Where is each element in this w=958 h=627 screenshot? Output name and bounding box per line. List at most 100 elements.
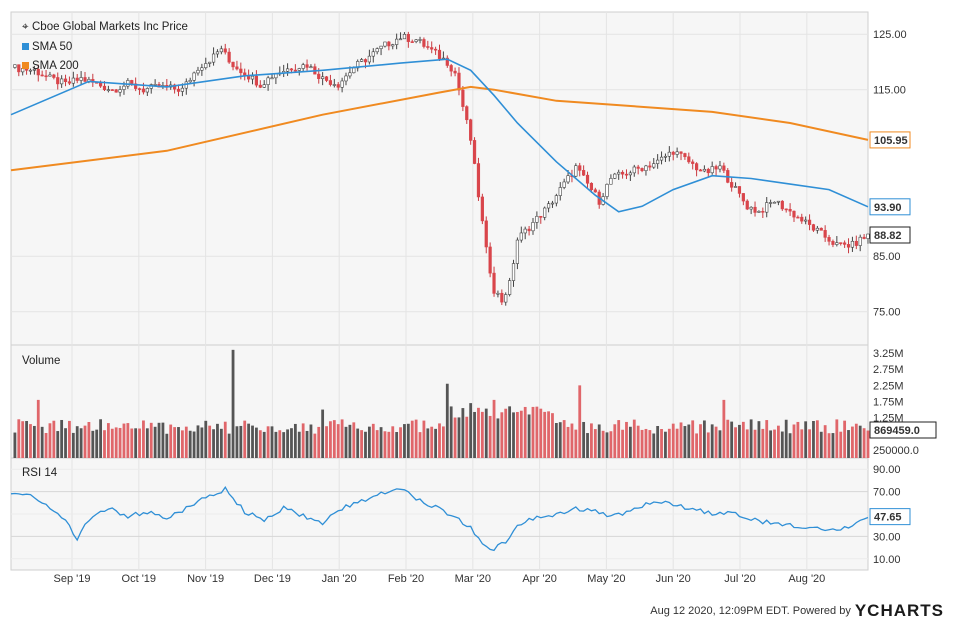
- volume-bar: [223, 421, 227, 458]
- volume-bar: [399, 427, 402, 458]
- volume-bar: [578, 385, 582, 458]
- x-tick-label: Nov '19: [187, 573, 224, 585]
- candle-body: [102, 85, 107, 91]
- candle-body: [371, 51, 375, 57]
- grid-lines: [11, 12, 868, 570]
- candle-body: [694, 163, 699, 171]
- volume-bar: [839, 431, 843, 458]
- sma50-value-box: 93.90: [869, 198, 911, 216]
- volume-bar: [492, 399, 496, 458]
- candle-body: [511, 263, 516, 281]
- candle-body: [153, 84, 157, 86]
- candle-body: [617, 171, 621, 175]
- volume-bar: [519, 410, 523, 458]
- candle-body: [130, 80, 134, 85]
- volume-bar: [79, 428, 83, 458]
- last-value-boxes: 105.95 93.90 88.82 869459.0 47.65: [869, 131, 937, 526]
- volume-bar: [251, 425, 254, 458]
- volume-bar: [765, 420, 769, 458]
- volume-bar: [103, 430, 106, 458]
- volume-bar: [625, 421, 628, 458]
- volume-bar: [617, 420, 621, 458]
- volume-bar: [613, 424, 617, 458]
- volume-bar: [157, 422, 161, 458]
- candle-body: [515, 239, 520, 264]
- candle-body: [835, 242, 839, 245]
- candle-body: [780, 200, 784, 210]
- candle-body: [56, 77, 60, 85]
- candle-body: [792, 210, 796, 218]
- value-box-text: 88.82: [874, 230, 902, 242]
- volume-bar: [632, 419, 636, 458]
- candle-body: [40, 74, 44, 77]
- candle-body: [262, 84, 266, 88]
- candle-body: [500, 292, 504, 303]
- price-legend[interactable]: ⌖ Cboe Global Markets Inc Price SMA 50 S…: [22, 21, 188, 72]
- volume-bar: [745, 429, 749, 458]
- candle-body: [620, 171, 625, 175]
- candle-body: [98, 82, 103, 87]
- candle-body: [114, 89, 118, 93]
- candle-body: [173, 84, 177, 90]
- candle-body: [539, 215, 543, 218]
- candle-body: [317, 73, 321, 79]
- candle-body: [554, 195, 558, 204]
- candle-body: [784, 208, 788, 211]
- volume-bar: [375, 430, 379, 458]
- rsi-tick-label: 90.00: [873, 464, 901, 476]
- candle-body: [239, 68, 243, 74]
- volume-bar: [449, 406, 453, 458]
- volume-bar: [570, 423, 574, 458]
- volume-bar: [866, 430, 870, 458]
- volume-value-box: 869459.0: [869, 421, 937, 439]
- volume-bar: [488, 415, 492, 458]
- candle-body: [285, 68, 290, 72]
- volume-bar: [667, 428, 671, 458]
- volume-bar: [165, 433, 169, 458]
- volume-bar: [512, 412, 515, 458]
- volume-bar: [858, 425, 862, 458]
- candle-body: [839, 242, 843, 244]
- volume-bar: [200, 427, 204, 458]
- candle-body: [445, 57, 449, 66]
- candle-body: [730, 182, 734, 188]
- candle-body: [558, 187, 562, 196]
- volume-bar: [309, 424, 313, 458]
- volume-bar: [757, 421, 761, 458]
- volume-bar: [212, 429, 215, 458]
- volume-bar: [403, 424, 406, 458]
- volume-bar: [656, 425, 660, 458]
- volume-bar: [270, 426, 274, 458]
- candle-body: [710, 166, 714, 174]
- ycharts-logo[interactable]: YCHARTS: [854, 601, 944, 620]
- candle-body: [858, 236, 862, 246]
- candle-body: [508, 280, 512, 295]
- candle-body: [176, 88, 181, 92]
- volume-bar: [196, 425, 200, 458]
- candle-body: [204, 63, 208, 69]
- volume-bar: [255, 427, 258, 458]
- volume-bar: [348, 424, 352, 458]
- candle-body: [749, 206, 753, 210]
- candle-body: [352, 67, 356, 74]
- candle-body: [145, 88, 149, 93]
- volume-bar: [819, 431, 823, 458]
- volume-bar: [336, 424, 340, 458]
- volume-bar: [321, 409, 325, 458]
- volume-bar: [761, 428, 765, 458]
- volume-bar: [44, 432, 48, 458]
- candle-body: [422, 39, 426, 47]
- candle-body: [402, 34, 407, 40]
- volume-bar: [566, 426, 570, 458]
- volume-bar: [847, 430, 850, 458]
- candle-body: [223, 48, 227, 53]
- volume-bar: [32, 425, 36, 458]
- sma200-value-box: 105.95: [869, 131, 911, 149]
- rsi-tick-label: 10.00: [873, 554, 901, 566]
- rsi-line: [10, 485, 869, 552]
- volume-bar: [36, 399, 40, 458]
- volume-bar: [473, 411, 476, 458]
- volume-bar: [531, 406, 535, 458]
- candle-body: [79, 77, 83, 81]
- candle-body: [208, 61, 212, 64]
